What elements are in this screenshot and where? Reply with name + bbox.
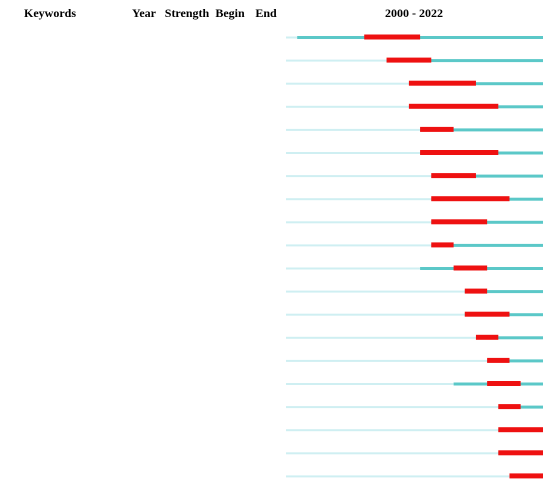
burst-bar	[475, 334, 499, 340]
burst-bar	[408, 80, 476, 86]
burst-bar	[420, 150, 499, 155]
burst-bar	[431, 219, 488, 225]
table-row	[286, 126, 543, 132]
burst-bar	[509, 473, 543, 479]
table-row	[286, 473, 543, 479]
burst-bar	[408, 103, 499, 109]
header-keywords: Keywords	[24, 6, 76, 20]
burst-bar	[386, 57, 432, 63]
table-row	[286, 34, 543, 40]
table-row	[286, 265, 543, 271]
rows	[286, 34, 543, 479]
table-row	[286, 288, 543, 294]
table-row	[286, 57, 543, 63]
timeline-pre-segment	[286, 221, 432, 224]
timeline-pre-segment	[286, 290, 465, 293]
burst-bar	[464, 311, 510, 317]
burst-bar	[431, 196, 510, 202]
header-range: 2000 - 2022	[385, 6, 443, 20]
timeline-base-segment	[487, 359, 543, 363]
burst-bar	[464, 288, 488, 294]
table-row	[286, 357, 543, 363]
table-row	[286, 219, 543, 225]
timeline-pre-segment	[286, 383, 454, 385]
timeline-pre-segment	[286, 128, 421, 131]
header-end: End	[255, 6, 277, 20]
burst-bar	[498, 427, 543, 433]
burst-bar	[487, 381, 521, 386]
timeline-base-segment	[420, 128, 543, 132]
table-row	[286, 103, 543, 109]
timeline-pre-segment	[286, 475, 510, 478]
burst-bar	[487, 357, 510, 363]
timeline-base-segment	[475, 336, 543, 340]
burst-bar	[498, 404, 521, 410]
timeline-pre-segment	[286, 82, 409, 85]
timeline-pre-segment	[286, 105, 409, 108]
header-year: Year	[132, 6, 157, 20]
table-row	[286, 450, 543, 456]
table-row	[286, 80, 543, 86]
table-row	[286, 427, 543, 433]
table-row	[286, 381, 543, 386]
timeline-base-segment	[464, 290, 543, 294]
burst-bar	[420, 126, 454, 132]
timeline-pre-segment	[286, 429, 499, 432]
timeline-pre-segment	[286, 452, 499, 455]
timeline-pre-segment	[286, 152, 421, 154]
timeline-pre-segment	[286, 313, 465, 316]
table-row	[286, 311, 543, 317]
burst-bar	[431, 242, 454, 248]
table-row	[286, 242, 543, 248]
header-strength: Strength	[165, 6, 210, 20]
timeline-base-segment	[297, 36, 543, 39]
header-row: Keywords Year Strength Begin End 2000 - …	[24, 6, 443, 20]
timeline-pre-segment	[286, 36, 298, 39]
timeline-pre-segment	[286, 336, 476, 339]
timeline-base-segment	[431, 243, 543, 247]
timeline-base-segment	[386, 59, 543, 63]
timeline-pre-segment	[286, 244, 432, 247]
timeline-pre-segment	[286, 267, 421, 270]
table-row	[286, 334, 543, 340]
timeline-pre-segment	[286, 59, 387, 62]
timeline-pre-segment	[286, 359, 488, 362]
table-row	[286, 173, 543, 179]
burst-bar	[498, 450, 543, 456]
table-row	[286, 150, 543, 155]
timeline-pre-segment	[286, 198, 432, 201]
header-begin: Begin	[215, 6, 245, 20]
burst-bar	[364, 34, 421, 40]
table-row	[286, 404, 543, 410]
timeline-pre-segment	[286, 406, 499, 409]
table-row	[286, 196, 543, 202]
burst-bar	[431, 173, 476, 179]
burst-bar	[453, 265, 488, 271]
timeline-pre-segment	[286, 175, 432, 178]
timeline-base-segment	[431, 174, 543, 178]
